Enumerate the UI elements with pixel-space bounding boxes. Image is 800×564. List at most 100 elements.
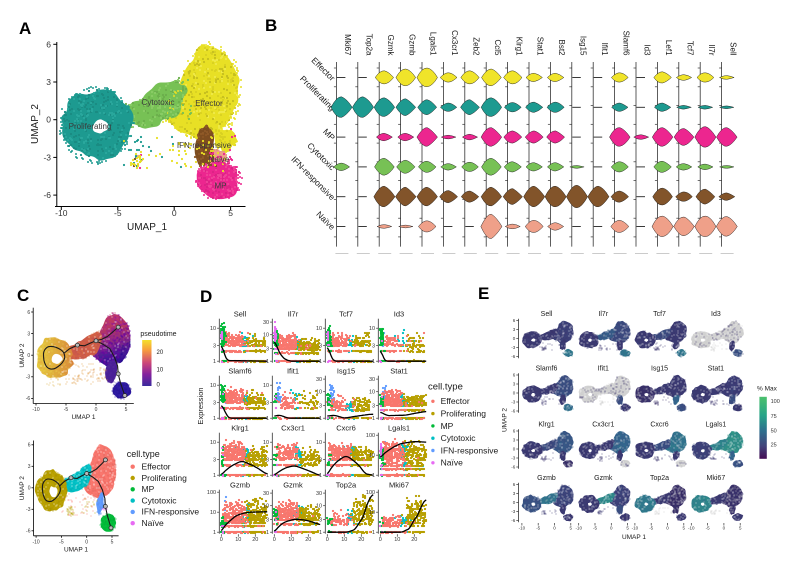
svg-text:Stat1: Stat1 [390, 367, 408, 376]
svg-text:10: 10 [369, 510, 375, 516]
svg-text:-10: -10 [688, 526, 695, 531]
svg-text:-6: -6 [511, 465, 515, 470]
svg-text:Effector: Effector [142, 462, 171, 472]
svg-text:-3: -3 [26, 507, 31, 513]
svg-text:Slamf6: Slamf6 [228, 367, 251, 376]
svg-text:10: 10 [316, 326, 322, 332]
svg-text:Isg15: Isg15 [337, 367, 355, 376]
svg-text:10: 10 [263, 383, 269, 389]
svg-text:Cxcr6: Cxcr6 [336, 424, 356, 433]
svg-text:6: 6 [513, 318, 516, 323]
svg-text:Klrg1: Klrg1 [538, 421, 554, 428]
svg-text:0: 0 [220, 537, 223, 543]
svg-text:1: 1 [319, 473, 322, 479]
svg-text:-10: -10 [32, 407, 39, 413]
svg-text:-3: -3 [511, 345, 515, 350]
svg-text:Naïve: Naïve [142, 518, 164, 528]
svg-text:-5: -5 [114, 208, 122, 218]
svg-text:3: 3 [319, 344, 322, 350]
svg-text:Ifit1: Ifit1 [598, 365, 609, 372]
svg-text:-5: -5 [59, 539, 64, 545]
svg-text:Stat1: Stat1 [536, 37, 545, 56]
svg-text:0: 0 [666, 526, 669, 531]
svg-text:1: 1 [372, 359, 375, 365]
svg-text:50: 50 [771, 429, 777, 435]
svg-text:3: 3 [319, 458, 322, 464]
svg-text:Sell: Sell [234, 310, 247, 319]
svg-text:-6: -6 [511, 518, 515, 523]
svg-text:Id3: Id3 [711, 311, 721, 318]
svg-text:30: 30 [316, 491, 322, 497]
svg-text:UMAP 1: UMAP 1 [71, 414, 95, 421]
svg-text:Stat1: Stat1 [708, 365, 724, 372]
svg-text:Isg15: Isg15 [651, 365, 668, 372]
svg-text:20: 20 [157, 350, 164, 356]
svg-text:-5: -5 [536, 526, 540, 531]
svg-text:30: 30 [263, 320, 269, 326]
svg-text:1: 1 [213, 473, 216, 479]
svg-text:Effector: Effector [195, 99, 223, 108]
svg-text:30: 30 [369, 377, 375, 383]
svg-text:cell.type: cell.type [428, 382, 463, 393]
svg-text:0: 0 [28, 486, 31, 492]
svg-text:1: 1 [213, 359, 216, 365]
svg-text:Gzmk: Gzmk [594, 475, 613, 482]
svg-text:-3: -3 [43, 152, 51, 162]
svg-text:5: 5 [111, 539, 114, 545]
svg-text:Effector: Effector [441, 396, 470, 406]
svg-text:Lef1: Lef1 [664, 40, 673, 56]
svg-text:Top2a: Top2a [650, 475, 669, 482]
svg-text:Isg15: Isg15 [579, 36, 588, 56]
svg-text:UMAP 2: UMAP 2 [19, 343, 26, 367]
svg-text:Sell: Sell [728, 42, 737, 56]
svg-text:Ccl5: Ccl5 [493, 39, 502, 56]
svg-text:20: 20 [358, 537, 364, 543]
svg-text:5: 5 [626, 526, 629, 531]
svg-text:Top2a: Top2a [365, 34, 374, 56]
svg-text:20: 20 [411, 537, 417, 543]
svg-text:Tcf7: Tcf7 [686, 41, 695, 56]
svg-text:5: 5 [570, 526, 573, 531]
svg-text:10: 10 [210, 440, 216, 446]
svg-text:pseudotime: pseudotime [140, 331, 176, 338]
svg-text:Gzmk: Gzmk [386, 35, 395, 57]
svg-text:-6: -6 [26, 396, 31, 402]
svg-text:10: 10 [263, 440, 269, 446]
svg-text:6: 6 [27, 310, 30, 316]
svg-text:0: 0 [27, 353, 30, 359]
svg-text:100: 100 [366, 433, 375, 439]
svg-text:cell.type: cell.type [127, 449, 160, 459]
svg-text:0: 0 [513, 500, 516, 505]
svg-text:3: 3 [266, 401, 269, 407]
svg-text:0: 0 [513, 336, 516, 341]
svg-text:Tcf7: Tcf7 [653, 311, 666, 318]
svg-text:-6: -6 [26, 529, 31, 535]
svg-text:10: 10 [394, 537, 400, 543]
svg-text:3: 3 [213, 458, 216, 464]
svg-text:MP: MP [215, 182, 227, 191]
svg-text:Cx3cr1: Cx3cr1 [450, 30, 459, 56]
svg-text:IFN-responsive: IFN-responsive [177, 141, 232, 150]
svg-text:-3: -3 [26, 375, 31, 381]
svg-text:UMAP_2: UMAP_2 [30, 104, 41, 144]
svg-text:10: 10 [235, 537, 241, 543]
svg-text:0: 0 [46, 115, 51, 125]
svg-text:Klrg1: Klrg1 [231, 424, 249, 433]
svg-text:Sell: Sell [541, 311, 553, 318]
svg-text:0: 0 [95, 407, 98, 413]
svg-text:Mki67: Mki67 [343, 34, 352, 56]
svg-text:Lgals1: Lgals1 [429, 32, 438, 56]
svg-text:1: 1 [266, 416, 269, 422]
svg-text:1: 1 [319, 359, 322, 365]
svg-text:Slamf6: Slamf6 [621, 31, 630, 56]
svg-text:10: 10 [369, 326, 375, 332]
svg-text:10: 10 [157, 367, 164, 373]
svg-text:-10: -10 [519, 526, 526, 531]
svg-text:20: 20 [252, 537, 258, 543]
svg-text:Ifit1: Ifit1 [600, 43, 609, 56]
svg-text:3: 3 [27, 331, 30, 337]
svg-text:3: 3 [213, 401, 216, 407]
svg-text:3: 3 [372, 404, 375, 410]
svg-text:-3: -3 [511, 456, 515, 461]
svg-text:Cytotoxic: Cytotoxic [142, 98, 175, 107]
